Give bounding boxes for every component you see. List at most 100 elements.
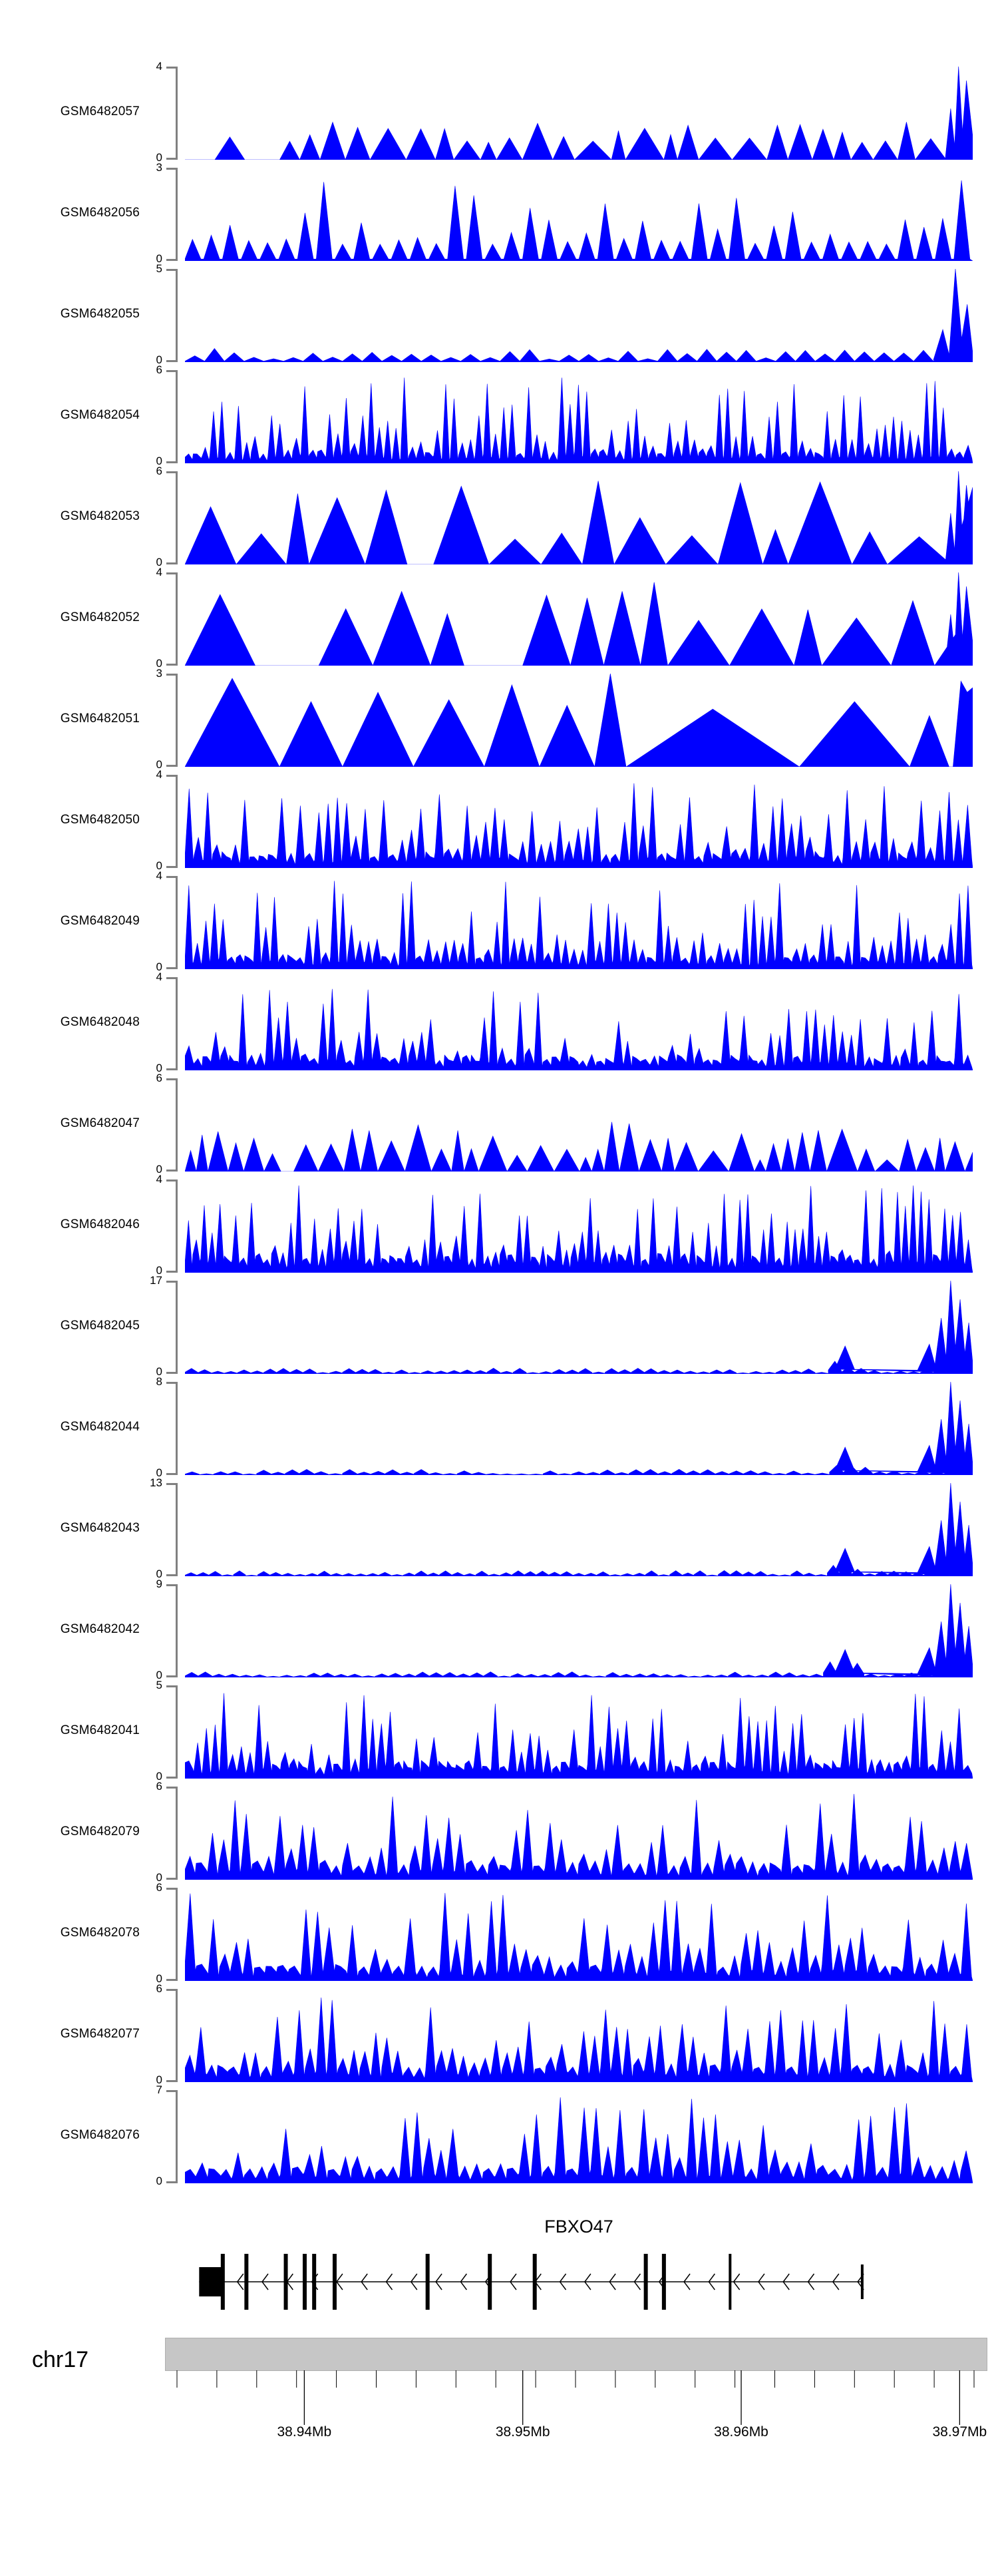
y-axis-line [176,2090,178,2183]
y-axis-min-label: 0 [156,1871,162,1884]
y-axis-tick-max [166,1078,177,1080]
y-axis-line [176,674,178,767]
y-axis-line [176,1888,178,1981]
y-axis-tick-min [166,1473,177,1475]
y-axis-line [176,1989,178,2082]
coverage-plot-area [185,1685,973,1779]
y-axis-tick-max [166,1382,177,1384]
y-axis-line [176,1180,178,1273]
y-axis-line [176,1078,178,1172]
y-axis-line [176,572,178,666]
y-axis-max-label: 6 [156,1780,162,1793]
y-axis-min-label: 0 [156,1669,162,1681]
y-axis-tick-min [166,461,177,463]
y-axis-min-label: 0 [156,1062,162,1074]
y-axis-min-label: 0 [156,1770,162,1783]
y-axis-line [176,977,178,1070]
y-axis-tick-min [166,1675,177,1677]
coverage-plot-area [185,1180,973,1273]
y-axis-tick-min [166,866,177,868]
track-sample-label: GSM6482042 [60,1622,140,1636]
ideogram-bar [165,2338,987,2371]
y-axis-tick-max [166,471,177,473]
coverage-plot-area [185,1281,973,1374]
y-axis-line [176,370,178,463]
chromosome-label: chr17 [32,2347,89,2372]
y-axis-tick-max [166,1180,177,1181]
coverage-plot-area [185,1888,973,1981]
y-axis-tick-max [166,775,177,777]
coverage-plot-area [185,1382,973,1475]
y-axis-tick-max [166,1888,177,1890]
y-axis-tick-max [166,1787,177,1789]
y-axis-tick-max [166,1281,177,1283]
coverage-plot-area [185,674,973,767]
track-sample-label: GSM6482046 [60,1217,140,1231]
y-axis-min-label: 0 [156,1568,162,1580]
track-sample-label: GSM6482041 [60,1723,140,1737]
coverage-plot-area [185,1483,973,1576]
y-axis-tick-min [166,259,177,261]
track-sample-label: GSM6482044 [60,1420,140,1434]
y-axis-tick-min [166,1271,177,1273]
track-sample-label: GSM6482057 [60,105,140,118]
y-axis-line [176,876,178,969]
y-axis-tick-max [166,977,177,979]
track-sample-label: GSM6482078 [60,1926,140,1940]
y-axis-tick-min [166,2181,177,2183]
y-axis-min-label: 0 [156,252,162,265]
y-axis-tick-min [166,967,177,969]
y-axis-line [176,1281,178,1374]
y-axis-max-label: 17 [150,1274,162,1287]
coordinate-tick-label: 38.94Mb [277,2424,332,2440]
y-axis-max-label: 4 [156,1173,162,1185]
y-axis-tick-min [166,664,177,666]
track-sample-label: GSM6482076 [60,2128,140,2142]
y-axis-tick-max [166,1584,177,1586]
y-axis-max-label: 4 [156,566,162,578]
y-axis-tick-min [166,158,177,160]
track-sample-label: GSM6482050 [60,813,140,827]
y-axis-line [176,168,178,261]
y-axis-max-label: 4 [156,768,162,781]
gene-model-graphic [185,2241,973,2317]
y-axis-min-label: 0 [156,556,162,568]
y-axis-max-label: 6 [156,363,162,376]
coverage-plot-area [185,67,973,160]
y-axis-tick-max [166,674,177,676]
y-axis-min-label: 0 [156,758,162,771]
y-axis-line [176,775,178,868]
y-axis-min-label: 0 [156,1365,162,1378]
y-axis-tick-min [166,1372,177,1374]
track-sample-label: GSM6482077 [60,2027,140,2041]
y-axis-tick-max [166,168,177,170]
coverage-plot-area [185,1584,973,1677]
coordinate-tick-label: 38.95Mb [495,2424,550,2440]
track-sample-label: GSM6482079 [60,1825,140,1838]
y-axis-tick-min [166,765,177,767]
track-sample-label: GSM6482048 [60,1015,140,1029]
y-axis-tick-min [166,1574,177,1576]
coverage-plot-area [185,2090,973,2183]
y-axis-tick-max [166,876,177,878]
y-axis-max-label: 5 [156,1679,162,1691]
coverage-plot-area [185,1787,973,1880]
track-sample-label: GSM6482055 [60,307,140,321]
y-axis-max-label: 3 [156,667,162,680]
coverage-plot-area [185,977,973,1070]
y-axis-line [176,1483,178,1576]
track-sample-label: GSM6482045 [60,1319,140,1333]
y-axis-min-label: 0 [156,1972,162,1985]
y-axis-max-label: 6 [156,1072,162,1084]
y-axis-tick-max [166,2090,177,2092]
y-axis-min-label: 0 [156,961,162,973]
y-axis-min-label: 0 [156,1466,162,1479]
coverage-plot-area [185,876,973,969]
coverage-plot-area [185,572,973,666]
coverage-plot-area [185,269,973,362]
track-sample-label: GSM6482043 [60,1521,140,1535]
y-axis-tick-max [166,370,177,372]
coverage-plot-area [185,168,973,261]
coverage-plot-area [185,1989,973,2082]
